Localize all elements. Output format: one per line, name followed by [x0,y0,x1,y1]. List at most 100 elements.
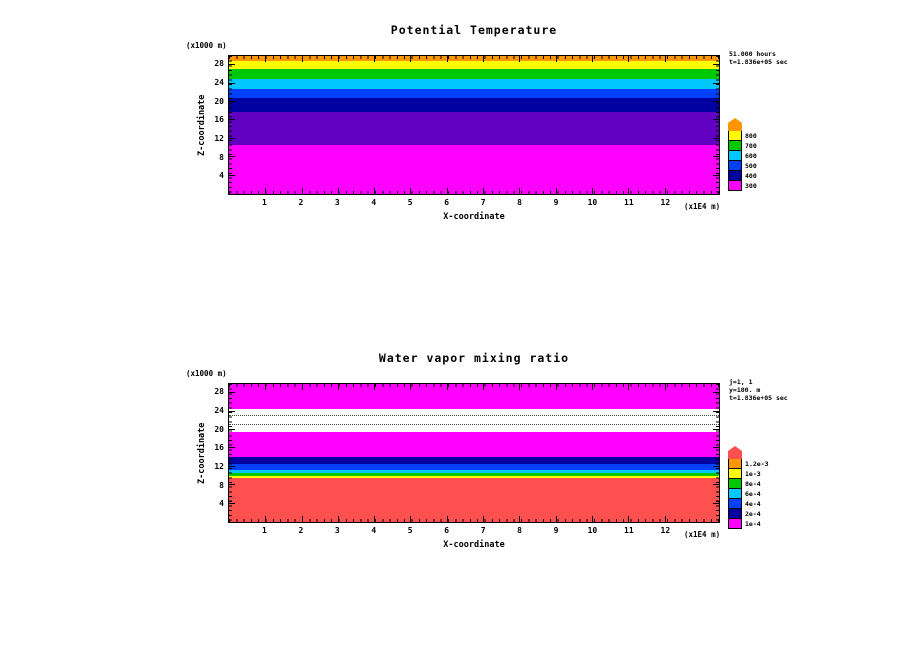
x-major-tick [664,188,666,194]
y-major-tick [229,484,235,486]
y-tick-label: 24 [214,406,224,415]
legend-label: 2e-4 [745,510,761,518]
x-major-tick [337,384,339,390]
annotation-line: t=1.836e+05 sec [729,58,788,66]
dotted-contour-line [229,424,719,426]
y-major-tick [229,174,235,176]
legend-swatch [728,518,742,529]
y-tick-label: 20 [214,424,224,434]
y-major-tick [713,502,719,504]
legend-bar [728,118,742,191]
x-major-tick [410,56,412,62]
contour-band [229,475,719,478]
y-major-tick [713,101,719,102]
water-vapor-mixing-ratio-chart: Water vapor mixing ratio (x1000 m) Z-coo… [0,328,904,654]
legend-label: 600 [745,152,757,160]
legend-bar [728,446,742,529]
y-tick-label: 24 [214,78,224,87]
y-major-tick [713,429,719,430]
x-tick-label: 9 [553,526,559,535]
y-tick-label: 4 [219,171,224,181]
dotted-contour-line [229,415,719,417]
y-major-tick [713,465,719,467]
y-major-tick [713,410,719,412]
contour-band [229,464,719,470]
minor-ticks-top [229,56,719,59]
y-tick-label: 12 [214,134,224,143]
y-axis-label: Z-coordinate [197,422,207,484]
x-major-tick [591,384,593,390]
x-major-tick [374,56,376,62]
x-major-tick [301,516,303,522]
y-tick-label: 8 [219,152,224,162]
x-tick-label: 12 [660,198,671,207]
x-major-tick [519,516,521,522]
y-tick-label: 28 [214,59,224,69]
x-tick-label: 11 [624,198,634,207]
y-major-tick [713,119,719,121]
legend-label: 1e-4 [745,520,761,528]
x-tick-label: 1 [262,198,267,207]
y-major-tick [229,392,235,394]
legend-label: 1e-3 [745,470,761,478]
y-major-tick [713,156,719,158]
x-tick-label: 10 [587,526,598,535]
annotations: 51.000 hours t=1.836e+05 sec [729,50,788,66]
minor-ticks-bottom [229,519,719,522]
y-axis-unit-label: (x1000 m) [186,41,227,50]
x-major-tick [591,516,593,522]
x-major-tick [628,516,630,522]
x-tick-label: 7 [480,198,486,207]
x-tick-label: 2 [298,198,304,207]
legend-labels: 1.2e-3 1e-3 8e-4 6e-4 4e-4 2e-4 1e-4 [745,459,768,529]
contour-band [229,472,719,476]
y-major-tick [713,392,719,394]
y-major-tick [713,447,719,449]
x-major-tick [265,516,267,522]
x-major-tick [555,56,557,62]
chart-title: Potential Temperature [390,23,558,37]
x-major-tick [265,56,267,62]
minor-ticks-right [716,56,719,194]
legend-swatches [728,130,742,191]
x-major-tick [446,188,448,194]
contour-band [229,384,719,409]
annotation-line: t=1.836e+05 sec [729,394,788,402]
contour-band [229,432,719,458]
x-major-tick [446,516,448,522]
legend-label: 500 [745,162,757,170]
contour-band [229,68,719,79]
y-major-tick [713,82,719,84]
color-legend: 1.2e-3 1e-3 8e-4 6e-4 4e-4 2e-4 1e-4 [728,446,768,529]
color-legend: 800 700 600 500 400 300 [728,118,757,191]
x-major-tick [301,188,303,194]
x-major-tick [483,56,485,62]
x-tick-label: 3 [334,198,340,207]
x-axis-unit-label: (x1E4 m) [684,530,721,539]
minor-ticks-bottom [229,191,719,194]
annotations: j=1, 1 y=100. m t=1.836e+05 sec [729,378,788,402]
x-major-tick [265,188,267,194]
x-major-tick [337,188,339,194]
annotation-line: j=1, 1 [729,378,753,386]
x-tick-label: 6 [444,526,450,535]
y-major-tick [229,465,235,467]
x-major-tick [337,516,339,522]
x-tick-label: 4 [371,198,377,207]
x-major-tick [483,384,485,390]
x-major-tick [374,384,376,390]
legend-overflow-arrow-icon [728,118,742,131]
contour-band [229,457,719,465]
y-major-tick [229,429,235,430]
x-major-tick [555,516,557,522]
minor-ticks-left [229,384,232,522]
legend-label: 6e-4 [745,490,761,498]
x-tick-label: 1 [262,526,267,535]
contour-band [229,60,719,69]
contour-band [229,144,719,194]
contour-band [229,88,719,99]
x-major-tick [628,56,630,62]
x-major-tick [374,516,376,522]
x-major-tick [519,56,521,62]
